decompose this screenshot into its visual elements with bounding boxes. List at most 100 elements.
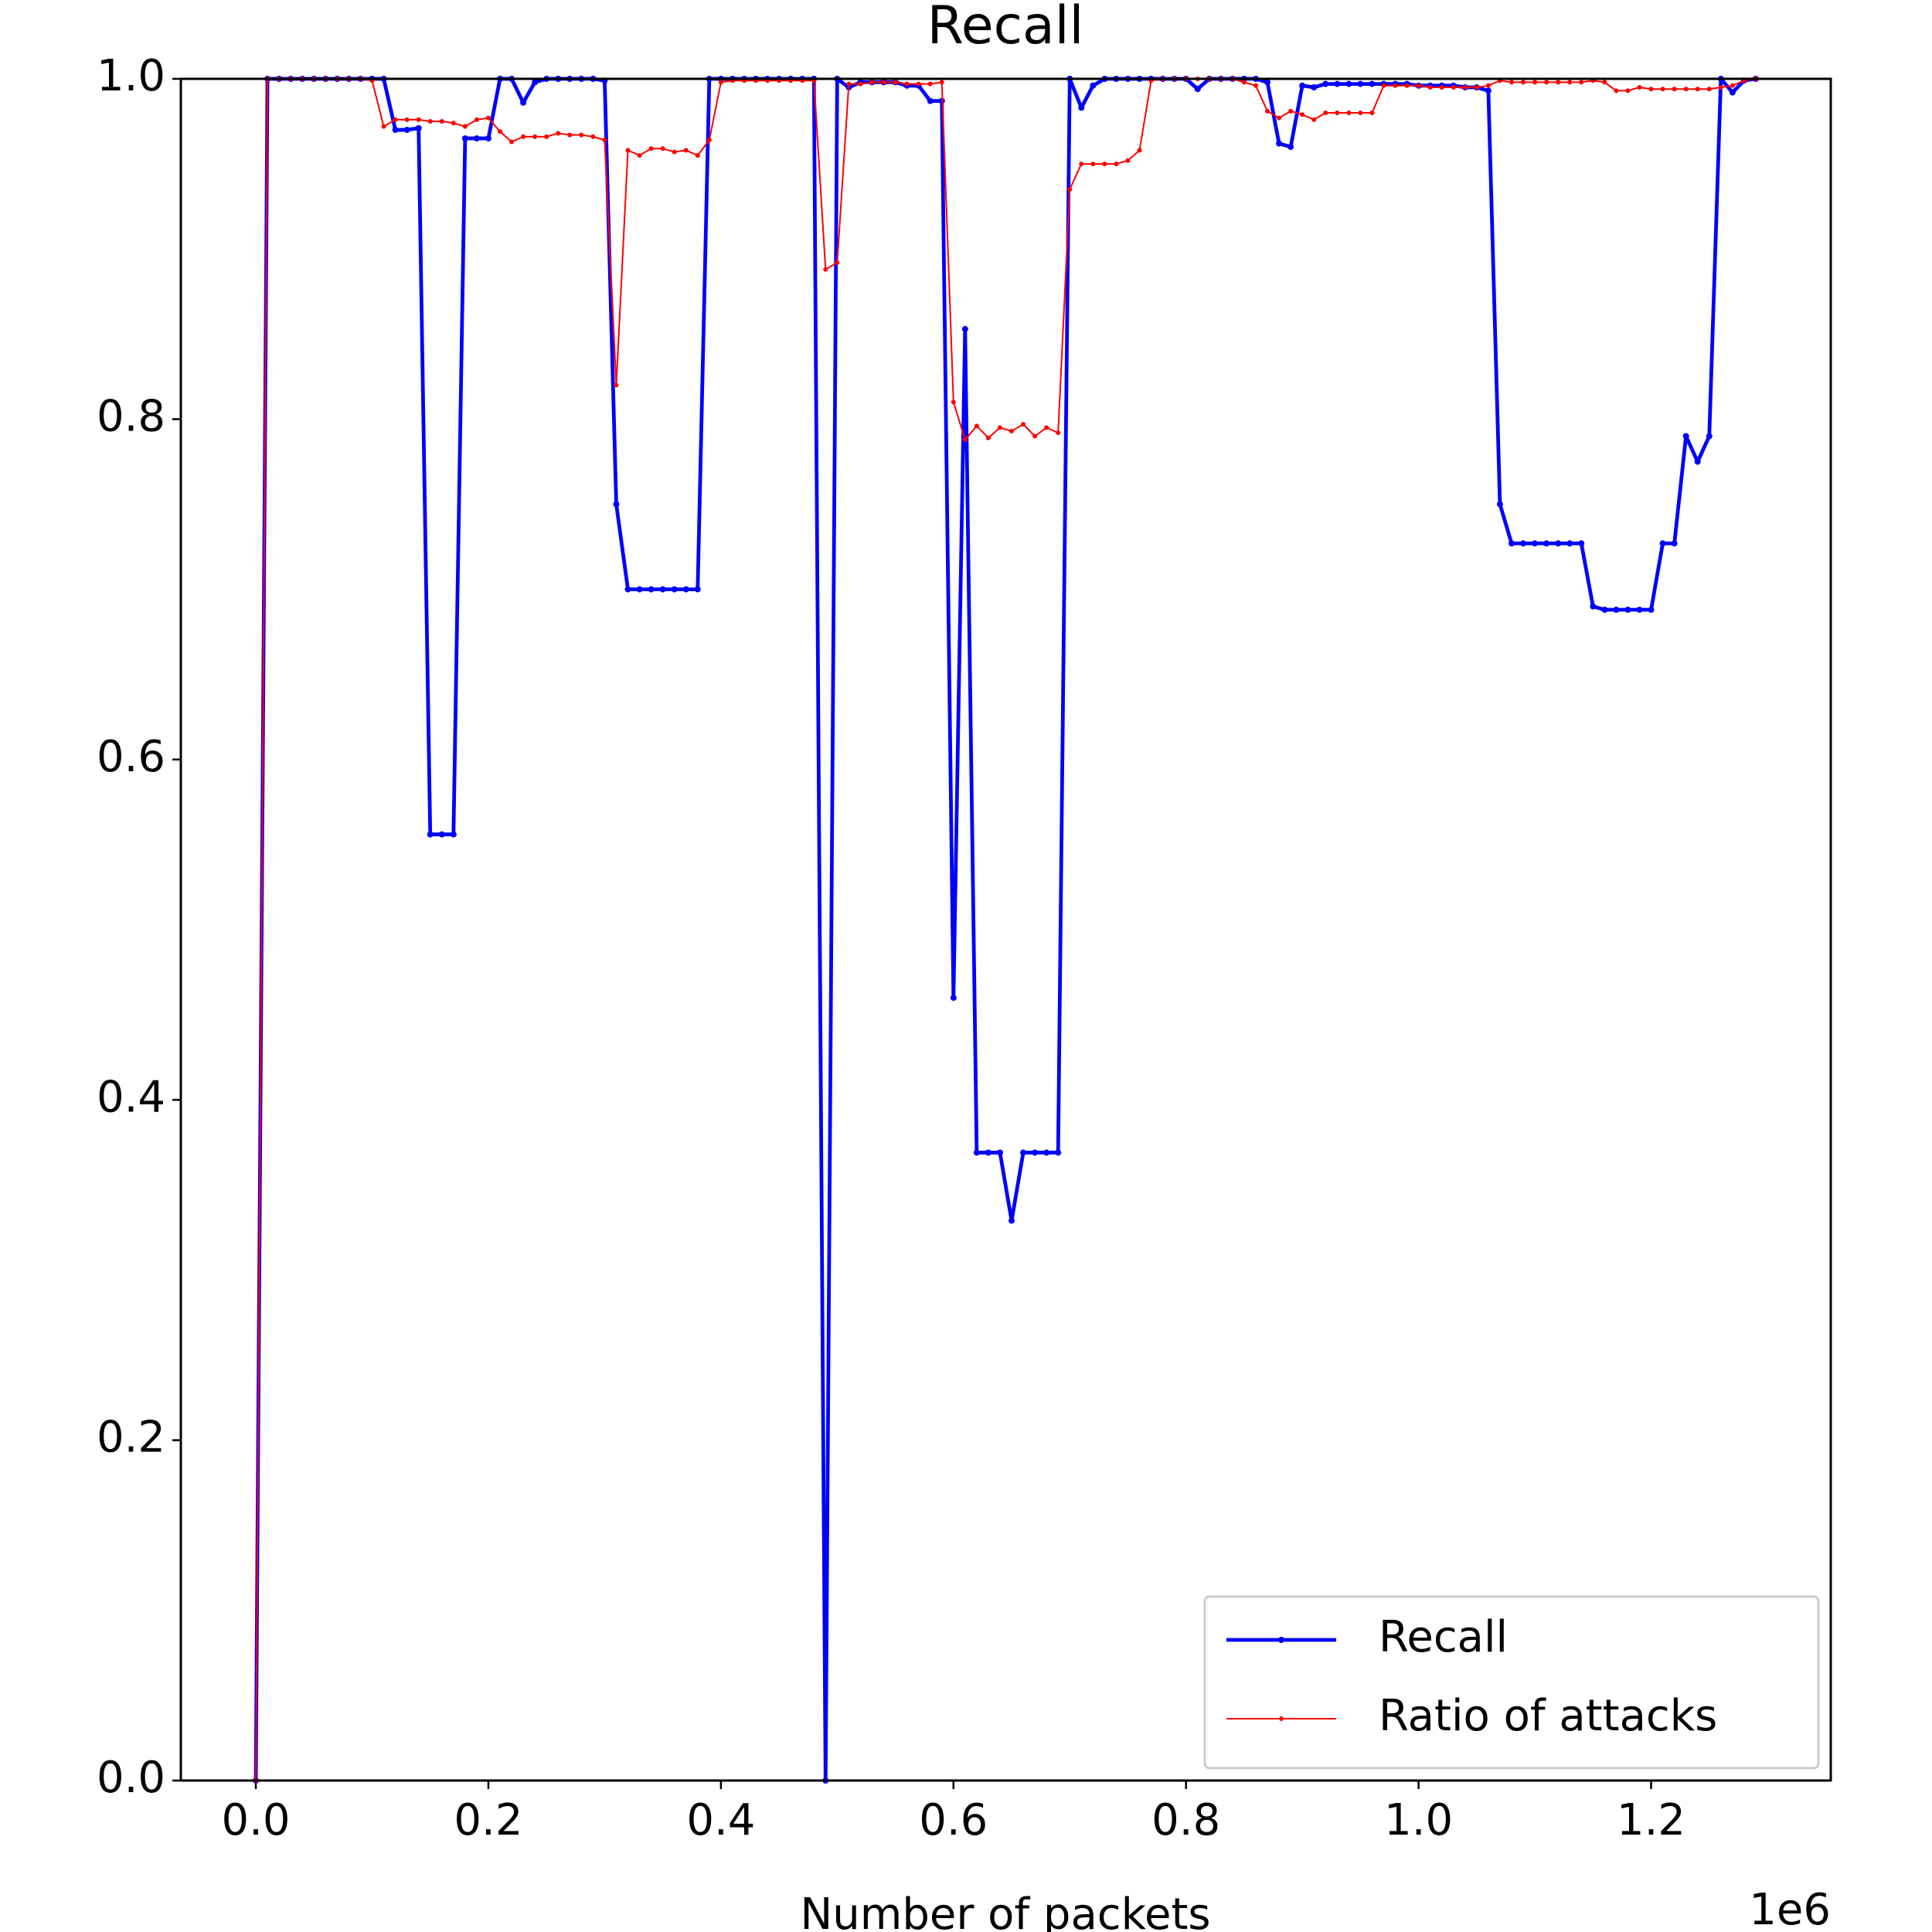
point	[1021, 422, 1026, 427]
point	[974, 423, 979, 429]
chart-title: Recall	[927, 0, 1084, 56]
point	[509, 139, 515, 145]
point	[1590, 603, 1597, 610]
point	[869, 80, 875, 85]
point	[1672, 87, 1677, 92]
point	[1660, 87, 1665, 92]
point	[438, 831, 445, 838]
point	[881, 80, 886, 85]
point	[1706, 433, 1713, 440]
point	[1718, 85, 1723, 90]
x-offset-text: 1e6	[1749, 1885, 1831, 1932]
point	[1567, 80, 1573, 85]
point	[1009, 428, 1015, 434]
x-tick-label: 0.0	[222, 1795, 291, 1845]
point	[1381, 83, 1386, 88]
point	[846, 81, 852, 87]
point	[1682, 433, 1689, 440]
point	[579, 132, 584, 138]
point	[1485, 83, 1491, 88]
point	[1311, 84, 1318, 91]
point	[498, 129, 503, 134]
point	[1345, 80, 1352, 87]
point	[415, 124, 422, 131]
point	[1043, 1149, 1050, 1156]
point	[858, 81, 863, 87]
point	[682, 586, 689, 593]
point	[1369, 80, 1376, 87]
point	[1730, 83, 1735, 88]
point	[637, 153, 642, 158]
point	[1311, 117, 1317, 122]
point	[672, 149, 677, 155]
point	[485, 135, 492, 142]
plot-frame	[179, 77, 1832, 1782]
point	[927, 81, 933, 87]
point	[1637, 85, 1642, 90]
point	[1496, 501, 1503, 508]
point	[1358, 111, 1363, 116]
point	[1277, 115, 1282, 121]
point	[1520, 540, 1527, 547]
point	[1509, 80, 1514, 85]
point	[521, 134, 526, 139]
point	[1264, 79, 1271, 86]
point	[1323, 111, 1328, 116]
point	[694, 586, 701, 593]
point	[393, 117, 398, 122]
x-tick-label: 1.0	[1384, 1795, 1453, 1845]
point	[1416, 83, 1421, 88]
point	[1125, 158, 1131, 163]
point	[1579, 80, 1584, 85]
point	[450, 831, 457, 838]
point	[1648, 87, 1654, 92]
point	[1671, 540, 1678, 547]
point	[996, 1149, 1003, 1156]
series-line	[255, 78, 1757, 1781]
point	[985, 1149, 992, 1156]
point	[590, 134, 596, 139]
point	[461, 135, 468, 142]
point	[683, 148, 689, 153]
point	[1474, 85, 1479, 90]
point	[520, 99, 527, 106]
y-tick-label: 0.2	[97, 1413, 165, 1463]
x-tick-label: 1.2	[1617, 1795, 1685, 1845]
point	[985, 435, 991, 440]
point	[416, 117, 421, 122]
point	[427, 831, 434, 838]
point	[1079, 162, 1084, 167]
point	[614, 383, 619, 388]
point	[556, 131, 561, 136]
point	[648, 146, 654, 151]
point	[1508, 540, 1515, 547]
point	[381, 124, 386, 129]
point	[1555, 540, 1562, 547]
point	[1393, 83, 1398, 88]
point	[1334, 80, 1341, 87]
point	[1265, 108, 1270, 114]
x-tick-label: 0.2	[454, 1795, 522, 1845]
point	[439, 119, 444, 124]
point	[1602, 80, 1607, 85]
point	[659, 586, 666, 593]
point	[427, 119, 433, 124]
point	[997, 425, 1002, 430]
point	[625, 148, 631, 153]
point	[718, 80, 723, 85]
point	[1300, 112, 1305, 117]
point	[1078, 104, 1085, 111]
point	[1287, 144, 1294, 151]
point	[1102, 162, 1107, 167]
point	[473, 135, 480, 142]
point	[1335, 111, 1340, 116]
point	[1439, 85, 1444, 90]
point	[1694, 458, 1701, 465]
point	[404, 117, 410, 122]
point	[1625, 88, 1631, 94]
y-tick-label: 0.4	[97, 1072, 165, 1122]
point	[951, 400, 956, 405]
x-tick-label: 0.8	[1151, 1795, 1220, 1845]
